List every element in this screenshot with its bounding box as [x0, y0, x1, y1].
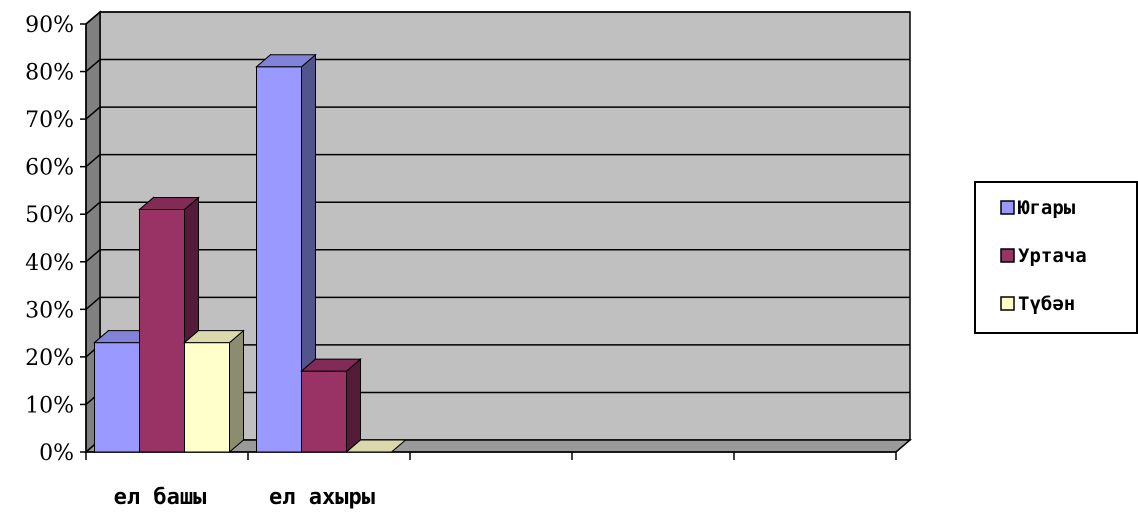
- bar-top: [255, 54, 317, 68]
- bar: [183, 329, 245, 454]
- bar-front: [184, 342, 230, 453]
- y-axis: 0% 10% 20% 30% 40% 50% 60% 70% 80% 90%: [25, 13, 87, 466]
- gridline-side: [85, 106, 101, 120]
- bar-top: [183, 330, 245, 344]
- x-tick-label: ел башы: [114, 485, 207, 510]
- y-tick-label: 0%: [39, 441, 74, 466]
- bar: [255, 53, 317, 454]
- y-tick-label: 90%: [25, 13, 74, 38]
- bar-side: [346, 358, 361, 454]
- legend-item: Түбән: [1000, 293, 1075, 315]
- legend-swatch: [1000, 296, 1015, 311]
- gridline-side: [85, 249, 101, 263]
- bar-top: [300, 358, 362, 372]
- y-tick-label: 20%: [25, 346, 74, 371]
- y-tick-label: 50%: [25, 203, 74, 228]
- x-tick-label: ел ахыры: [269, 485, 375, 510]
- gridline-side: [85, 58, 101, 73]
- legend-item: Уртача: [1000, 245, 1087, 267]
- bar-top: [138, 196, 200, 210]
- bar-front: [94, 342, 140, 453]
- gridline-side: [85, 11, 101, 25]
- gridline-side: [85, 296, 101, 310]
- y-tick-label: 70%: [25, 108, 74, 133]
- bar-front: [301, 370, 347, 453]
- legend-swatch: [1000, 200, 1015, 215]
- y-tick-label: 30%: [25, 298, 74, 323]
- y-tick-label: 40%: [25, 251, 74, 276]
- y-tick-label: 80%: [25, 61, 74, 86]
- bars: [93, 53, 407, 454]
- legend-label: Түбән: [1018, 293, 1075, 315]
- bar-side: [229, 329, 244, 454]
- x-axis: ел башы ел ахыры: [85, 451, 897, 510]
- gridline-side: [85, 201, 101, 215]
- legend-label: Уртача: [1018, 245, 1087, 267]
- bar: [345, 439, 407, 453]
- bar-top: [345, 439, 407, 453]
- legend-label: Югары: [1018, 197, 1076, 219]
- gridline-side: [85, 154, 101, 168]
- legend-swatch: [1000, 248, 1015, 263]
- legend-item: Югары: [1000, 197, 1076, 219]
- bar-front: [256, 66, 302, 453]
- bar-front: [139, 208, 185, 453]
- y-tick-label: 60%: [25, 156, 74, 181]
- legend: Югары Уртача Түбән: [974, 181, 1138, 334]
- bar: [300, 358, 362, 454]
- y-tick-label: 10%: [25, 393, 74, 418]
